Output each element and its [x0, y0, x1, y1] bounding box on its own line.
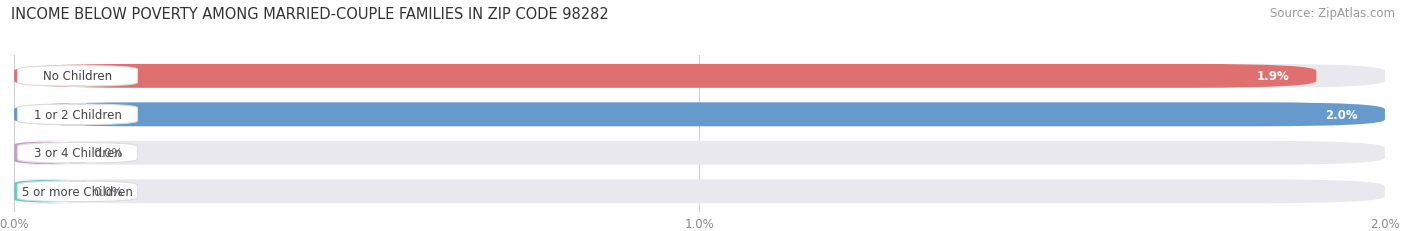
- Text: 1 or 2 Children: 1 or 2 Children: [34, 108, 121, 121]
- Text: No Children: No Children: [44, 70, 112, 83]
- Text: 1.9%: 1.9%: [1256, 70, 1289, 83]
- FancyBboxPatch shape: [14, 65, 1316, 88]
- FancyBboxPatch shape: [14, 103, 1385, 127]
- FancyBboxPatch shape: [14, 65, 1385, 88]
- FancyBboxPatch shape: [17, 104, 138, 125]
- FancyBboxPatch shape: [14, 141, 1385, 165]
- FancyBboxPatch shape: [17, 66, 138, 87]
- Text: 0.0%: 0.0%: [93, 147, 122, 160]
- FancyBboxPatch shape: [14, 103, 1385, 127]
- Text: 3 or 4 Children: 3 or 4 Children: [34, 147, 121, 160]
- Text: Source: ZipAtlas.com: Source: ZipAtlas.com: [1270, 7, 1395, 20]
- Text: INCOME BELOW POVERTY AMONG MARRIED-COUPLE FAMILIES IN ZIP CODE 98282: INCOME BELOW POVERTY AMONG MARRIED-COUPL…: [11, 7, 609, 22]
- FancyBboxPatch shape: [7, 141, 83, 165]
- FancyBboxPatch shape: [17, 143, 138, 164]
- Text: 0.0%: 0.0%: [93, 185, 122, 198]
- FancyBboxPatch shape: [14, 179, 1385, 203]
- FancyBboxPatch shape: [7, 179, 83, 203]
- Text: 5 or more Children: 5 or more Children: [22, 185, 134, 198]
- Text: 2.0%: 2.0%: [1324, 108, 1358, 121]
- FancyBboxPatch shape: [17, 181, 138, 202]
